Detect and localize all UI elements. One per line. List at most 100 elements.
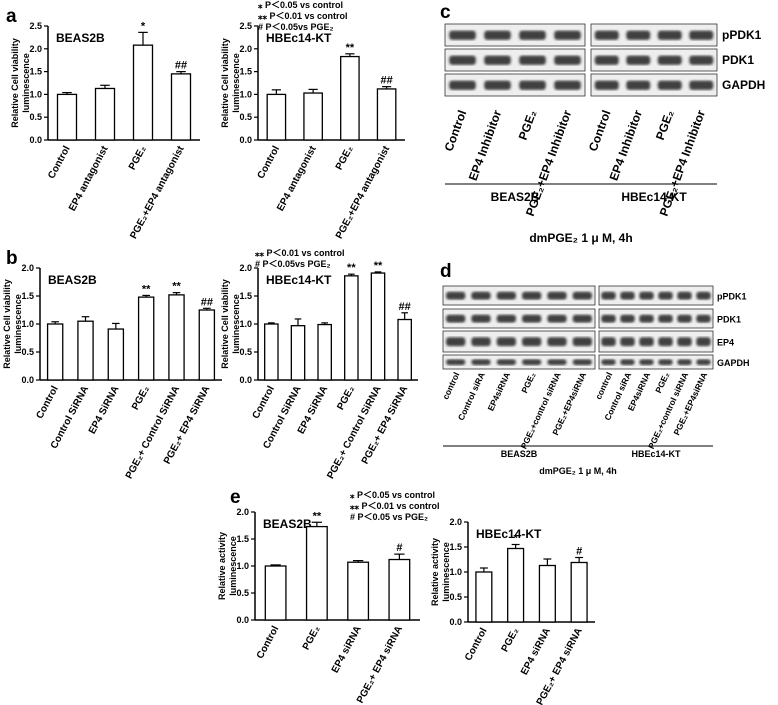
lane-label: Control siRA xyxy=(456,371,487,422)
lane-label: control xyxy=(440,371,461,401)
blot-frame xyxy=(444,73,586,97)
blot-band xyxy=(639,359,654,366)
bar xyxy=(264,565,287,621)
y-tick-label: 0.5 xyxy=(239,347,252,357)
x-tick-label: Control xyxy=(255,624,282,661)
lane-label: Control xyxy=(586,108,614,153)
y-tick-label: 2.0 xyxy=(236,507,249,517)
y-tick-label: 0.0 xyxy=(236,615,249,625)
y-tick-label: 0.5 xyxy=(21,347,34,357)
y-tick-label: 2.0 xyxy=(29,44,42,54)
bar xyxy=(370,272,386,381)
significance-note: ⁎ P＜0.05 vs control xyxy=(258,0,343,10)
blot-band xyxy=(522,337,542,347)
row-label: GAPDH xyxy=(717,358,750,368)
row-label: GAPDH xyxy=(722,78,765,92)
significance-mark: # xyxy=(396,542,402,554)
bar xyxy=(376,88,397,141)
blot-band xyxy=(449,80,476,90)
chart-title: HBEc14-KT xyxy=(476,527,542,541)
blot-band xyxy=(496,314,516,323)
blot-band xyxy=(696,337,711,347)
significance-note: # P＜0.05vs PGE₂ xyxy=(258,22,334,32)
blot-frame xyxy=(590,23,718,47)
blot-band xyxy=(601,337,616,347)
blot-band xyxy=(572,359,592,366)
significance-mark: ** xyxy=(347,262,356,274)
significance-mark: ## xyxy=(381,75,393,87)
bar xyxy=(77,320,94,381)
blot-band xyxy=(496,359,516,366)
significance-mark: ## xyxy=(201,296,213,308)
lane-label: PGE₂ xyxy=(653,108,677,142)
y-tick-label: 1.0 xyxy=(239,89,252,99)
bar xyxy=(94,87,116,141)
blot-band xyxy=(572,337,592,347)
blot-band xyxy=(547,337,567,347)
y-tick-label: 1.5 xyxy=(21,291,34,301)
lane-label: PGE₂ xyxy=(519,370,537,394)
lane-label: PGE₂ xyxy=(516,108,540,142)
row-label: pPDK1 xyxy=(722,28,762,42)
panel-label: d xyxy=(440,261,452,282)
bar xyxy=(388,558,411,621)
panel-label: b xyxy=(6,248,18,269)
blot-frame xyxy=(590,73,718,97)
x-tick-label: EP4 antagonist xyxy=(275,144,319,214)
blot-band xyxy=(572,291,592,300)
blot-band xyxy=(677,291,692,300)
bar xyxy=(198,309,216,381)
significance-mark: * xyxy=(141,20,146,32)
y-axis-label-line: Relative Cell viability xyxy=(10,38,20,128)
blot-band xyxy=(689,30,714,40)
bar xyxy=(46,323,64,381)
y-axis-label-line: Relative Cell viability xyxy=(220,279,230,369)
y-tick-label: 0.5 xyxy=(29,112,42,122)
lane-label: PGE₂ xyxy=(653,370,671,394)
blot-band xyxy=(471,337,491,347)
lane-label: EP4 Inhibitor xyxy=(607,108,646,183)
y-tick-label: 0.0 xyxy=(239,375,252,385)
blot-band xyxy=(522,359,542,366)
blot-band xyxy=(446,337,466,347)
blot-band xyxy=(554,55,581,65)
blot-band xyxy=(601,359,616,366)
significance-mark: ** xyxy=(374,260,383,272)
x-tick-label: Control xyxy=(256,144,283,181)
blot-band xyxy=(689,55,714,65)
blot-band xyxy=(626,80,651,90)
blot-band xyxy=(620,359,635,366)
blot-band xyxy=(547,291,567,300)
bar xyxy=(168,294,185,381)
x-tick-label: PGE₂ xyxy=(301,624,323,652)
significance-note: ⁎⁎ P＜0.01 vs control xyxy=(258,11,348,21)
bar xyxy=(507,547,525,623)
y-axis-label-line: Relative Cell viability xyxy=(2,279,12,369)
blot-band xyxy=(519,30,546,40)
lane-label: control xyxy=(593,371,614,401)
row-label: PDK1 xyxy=(722,53,754,67)
x-tick-label: Control xyxy=(251,384,278,421)
x-tick-label: Control xyxy=(463,626,490,663)
bar xyxy=(56,93,78,141)
y-axis-label-line: Relative Cell viability xyxy=(220,38,230,128)
y-tick-label: 0.0 xyxy=(239,135,252,145)
panel-label: c xyxy=(440,2,451,23)
blot-band xyxy=(449,55,476,65)
y-tick-label: 2.5 xyxy=(239,21,252,31)
bar xyxy=(344,275,359,381)
y-tick-label: 0.5 xyxy=(236,588,249,598)
blot-band xyxy=(519,55,546,65)
blot-band xyxy=(446,291,466,300)
treatment-caption: dmPGE₂ 1 μ M, 4h xyxy=(539,466,617,476)
y-axis-label-line: luminescence xyxy=(231,53,241,113)
y-axis-label-line: luminescence xyxy=(21,53,31,113)
blot-band xyxy=(519,80,546,90)
blot-band xyxy=(471,291,491,300)
y-axis-label: Relative activityluminescence xyxy=(430,538,451,606)
y-tick-label: 1.0 xyxy=(449,567,462,577)
y-tick-label: 0.5 xyxy=(449,592,462,602)
blot-band xyxy=(626,30,651,40)
blot-band xyxy=(496,291,516,300)
